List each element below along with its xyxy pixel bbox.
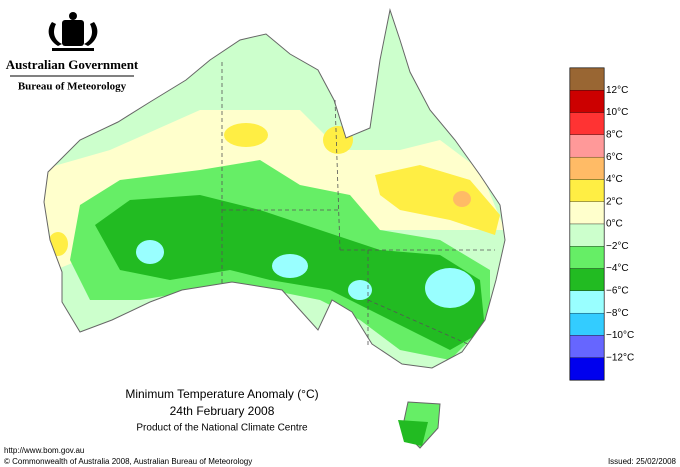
legend-label: −8°C [606, 308, 629, 319]
legend-swatch [569, 246, 605, 269]
legend-label: −6°C [606, 285, 629, 296]
legend-swatch [569, 134, 605, 158]
legend-swatch [569, 268, 605, 292]
legend-swatch [569, 156, 605, 180]
legend-label: 10°C [606, 107, 628, 118]
product-note: Product of the National Climate Centre [136, 423, 308, 434]
legend-swatch [569, 90, 605, 113]
legend-label: 6°C [606, 152, 623, 163]
legend-label: 2°C [606, 196, 623, 207]
legend-swatch [569, 201, 605, 225]
bureau: Bureau of Meteorology [18, 81, 127, 93]
legend-label: −2°C [606, 241, 629, 252]
legend-swatch [569, 112, 605, 136]
legend-label: 0°C [606, 219, 623, 230]
url: http://www.bom.gov.au [4, 446, 84, 455]
legend-swatch [569, 357, 605, 381]
legend-swatch [569, 335, 605, 358]
legend-label: −12°C [606, 352, 634, 363]
legend-swatch [569, 223, 605, 247]
legend-label: 8°C [606, 129, 623, 140]
legend-label: 12°C [606, 85, 628, 96]
legend-swatch [569, 67, 605, 91]
coat-of-arms [48, 12, 98, 51]
legend-label: −4°C [606, 263, 629, 274]
legend-swatch [569, 290, 605, 314]
issued: Issued: 25/02/2008 [608, 457, 677, 466]
legend-swatch [569, 179, 605, 202]
map-title: Minimum Temperature Anomaly (°C) [125, 387, 318, 401]
legend-swatch [569, 312, 605, 336]
map-date: 24th February 2008 [170, 404, 275, 418]
legend-label: 4°C [606, 174, 623, 185]
government: Australian Government [6, 57, 139, 72]
legend-label: −10°C [606, 330, 634, 341]
map [43, 9, 506, 449]
copyright: © Commonwealth of Australia 2008, Austra… [4, 457, 252, 466]
legend: 12°C 10°C 8°C 6°C 4°C 2°C 0°C −2°C −4°C −6°C −8°C −… [569, 67, 634, 381]
